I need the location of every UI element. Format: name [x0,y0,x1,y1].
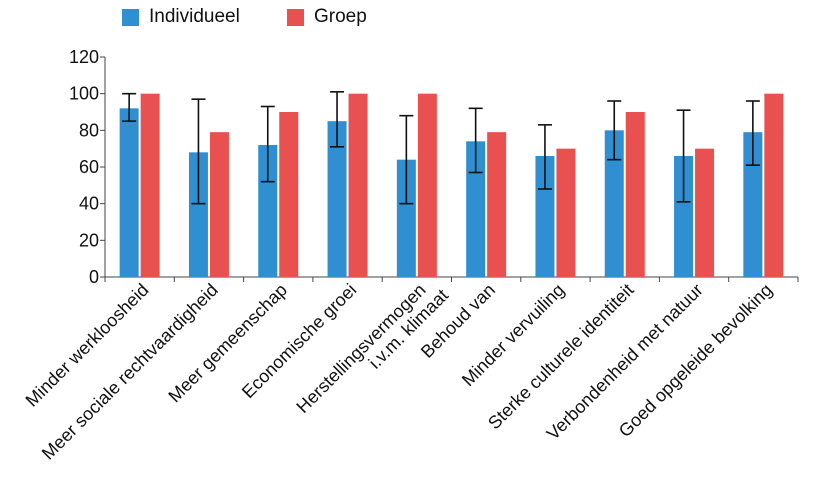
bar-groep-8 [695,148,715,277]
y-tick-label-120: 120 [69,47,99,67]
bar-groep-5 [487,132,507,277]
bar-groep-1 [209,132,229,277]
category-label-0: Minder werkloosheid [22,280,153,411]
bar-individueel-4 [396,159,416,277]
legend-label-individueel: Individueel [149,6,240,27]
y-tick-label-20: 20 [79,230,99,250]
bar-groep-6 [556,148,576,277]
bar-groep-7 [625,112,645,277]
y-tick-label-60: 60 [79,157,99,177]
bar-individueel-0 [119,108,139,277]
category-label-7: Sterke culturele identiteit [484,280,638,434]
y-tick-label-40: 40 [79,194,99,214]
bar-individueel-8 [674,156,694,277]
category-label-line: Herstellingsvermogen [292,280,429,417]
bar-individueel-9 [743,132,763,277]
bar-individueel-3 [327,121,347,278]
legend-swatch-groep [287,8,304,26]
category-label-line: Sterke culturele identiteit [484,280,638,434]
category-label-line: Economische groei [238,280,360,402]
y-tick-label-100: 100 [69,84,99,104]
bar-individueel-5 [466,141,486,277]
bar-groep-4 [417,93,437,278]
y-tick-label-80: 80 [79,120,99,140]
bar-groep-3 [348,93,368,278]
legend-item-individueel: Individueel [122,6,240,28]
legend-item-groep: Groep [287,6,367,28]
category-label-3: Economische groei [238,280,360,402]
bar-individueel-2 [258,145,278,277]
bar-individueel-1 [188,152,208,277]
category-label-2: Meer gemeenschap [164,280,291,407]
bar-groep-0 [140,93,160,278]
bar-individueel-7 [604,130,624,277]
legend-swatch-individueel [122,8,139,26]
category-label-line: Minder werkloosheid [22,280,153,411]
category-label-line: Meer gemeenschap [164,280,291,407]
bar-groep-2 [279,112,299,277]
y-tick-label-0: 0 [89,267,99,287]
bar-groep-9 [764,93,784,278]
legend-label-groep: Groep [314,6,367,27]
bar-individueel-6 [535,156,555,277]
